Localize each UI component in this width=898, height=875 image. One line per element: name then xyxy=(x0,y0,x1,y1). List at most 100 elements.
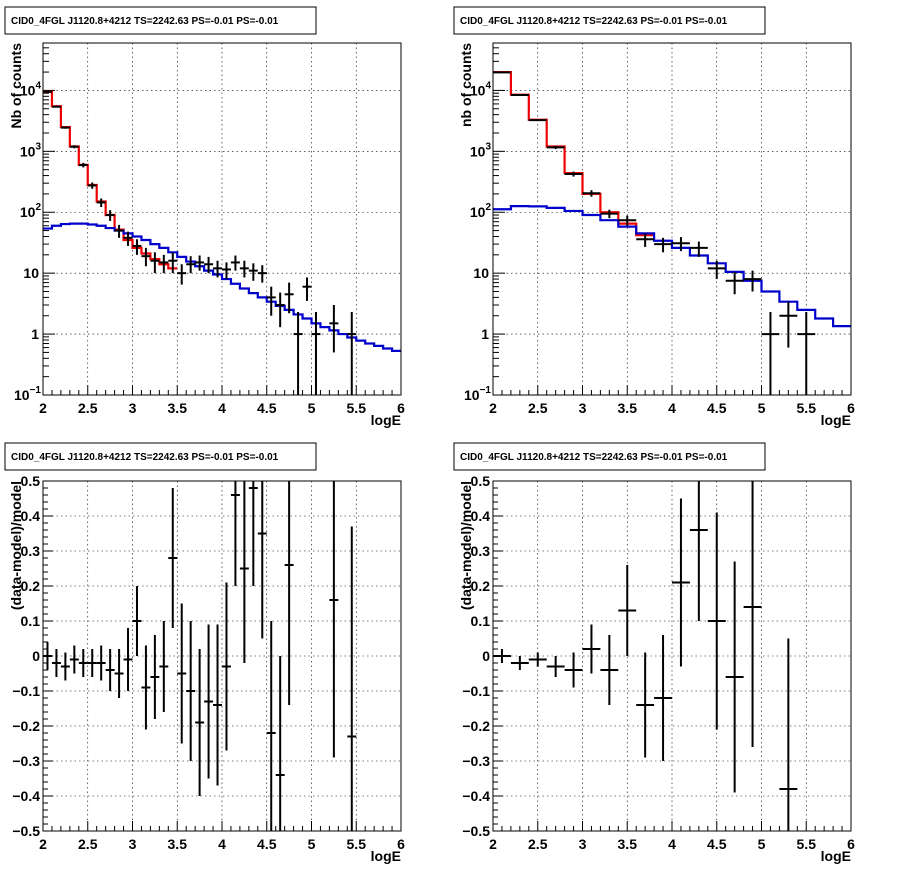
x-tick-label: 3 xyxy=(579,400,587,416)
y-tick-label: 102 xyxy=(470,202,492,220)
data-point xyxy=(707,512,726,730)
y-tick-label: 0 xyxy=(482,648,490,664)
plot-frame xyxy=(42,480,402,832)
x-tick-label: 3 xyxy=(129,836,137,852)
x-axis-title: logE xyxy=(821,412,851,428)
data-point xyxy=(248,263,258,281)
data-point xyxy=(78,162,88,168)
x-tick-label: 2.5 xyxy=(78,400,98,416)
chart-title: CID0_4FGL J1120.8+4212 TS=2242.63 PS=-0.… xyxy=(11,16,279,27)
data-point xyxy=(618,565,637,656)
y-tick-label: 10−1 xyxy=(14,385,41,403)
data-point xyxy=(60,652,70,681)
y-tick-label: 0.5 xyxy=(21,473,41,489)
y-tick-label: 0.4 xyxy=(471,508,491,524)
y-tick-label: 0.2 xyxy=(21,578,41,594)
data-point xyxy=(204,256,214,274)
x-tick-label: 2 xyxy=(489,836,497,852)
data-point xyxy=(275,656,285,831)
y-tick-label: 0.1 xyxy=(21,613,41,629)
data-point xyxy=(132,239,142,255)
data-point xyxy=(69,645,79,674)
x-tick-label: 3.5 xyxy=(618,400,638,416)
data-point xyxy=(195,649,205,796)
data-point xyxy=(546,145,565,150)
y-tick-label: 1 xyxy=(31,326,39,342)
data-point xyxy=(761,312,780,395)
y-axis-title: (data-model)/model xyxy=(8,481,24,610)
data-point xyxy=(114,224,124,238)
y-tick-label: −0.1 xyxy=(12,683,40,699)
data-point xyxy=(347,526,357,831)
data-point xyxy=(43,642,52,670)
title-box xyxy=(453,442,766,471)
data-point xyxy=(213,260,222,278)
x-tick-label: 4.5 xyxy=(257,400,277,416)
data-point xyxy=(510,656,529,670)
y-tick-label: 103 xyxy=(20,141,42,159)
data-point xyxy=(707,260,726,280)
x-axis-title: logE xyxy=(371,848,401,864)
y-tick-labels: 10−1 1 10 102 103 104 xyxy=(464,80,491,403)
x-tick-label: 3 xyxy=(579,836,587,852)
data-point xyxy=(689,481,708,621)
data-point xyxy=(43,90,52,93)
data-point xyxy=(96,198,106,207)
x-tick-labels: 2 2.5 3 3.5 4 4.5 5 5.5 6 xyxy=(39,400,405,416)
data-point xyxy=(186,621,196,761)
y-tick-label: −0.4 xyxy=(12,788,40,804)
data-point xyxy=(248,481,258,586)
data-point xyxy=(239,260,249,278)
data-point xyxy=(87,182,97,189)
x-tick-label: 6 xyxy=(847,400,855,416)
data-point xyxy=(105,649,115,691)
x-tick-label: 3.5 xyxy=(168,400,188,416)
data-point xyxy=(725,271,744,295)
data-point xyxy=(204,624,214,779)
series-residuals xyxy=(43,481,357,831)
x-tick-labels: 2 2.5 3 3.5 4 4.5 5 5.5 6 xyxy=(489,836,855,852)
data-point xyxy=(168,252,178,274)
data-point xyxy=(78,649,88,677)
y-tick-label: 102 xyxy=(20,202,42,220)
series-background-model xyxy=(43,222,401,352)
y-tick-label: 0.2 xyxy=(471,578,491,594)
y-tick-label: −0.5 xyxy=(12,823,40,839)
x-tick-label: 2.5 xyxy=(528,400,548,416)
y-tick-label: −0.4 xyxy=(462,788,490,804)
x-tick-label: 5 xyxy=(758,400,766,416)
data-point xyxy=(284,481,294,705)
y-tick-label: −0.1 xyxy=(462,683,490,699)
grid-lines xyxy=(43,481,401,831)
data-point xyxy=(213,624,222,786)
y-tick-label: 0.1 xyxy=(471,613,491,629)
data-point xyxy=(600,635,619,705)
x-tick-label: 5 xyxy=(308,836,316,852)
data-point xyxy=(564,171,583,177)
y-tick-label: 0.4 xyxy=(21,508,41,524)
data-point xyxy=(123,231,133,246)
data-point xyxy=(51,649,61,677)
data-point xyxy=(51,105,61,108)
x-tick-label: 2 xyxy=(39,836,47,852)
data-point xyxy=(222,262,231,280)
data-point xyxy=(582,624,601,674)
y-axis-title: nb of counts xyxy=(458,43,474,127)
x-tick-label: 3.5 xyxy=(168,836,188,852)
x-tick-label: 6 xyxy=(397,400,405,416)
chart-panel-2: 2 2.5 3 3.5 4 4.5 5 5.5 6 10−1 1 10 102 103 104 logE nb … xyxy=(453,6,855,428)
x-tick-label: 2 xyxy=(489,400,497,416)
data-point xyxy=(114,649,124,698)
y-tick-labels: 10−1 1 10 102 103 104 xyxy=(14,80,41,403)
y-tick-label: 0 xyxy=(32,648,40,664)
data-point xyxy=(230,255,240,271)
data-point xyxy=(150,635,160,719)
x-tick-label: 5.5 xyxy=(347,836,367,852)
data-point xyxy=(493,649,511,663)
data-point xyxy=(636,233,655,247)
chart-title: CID0_4FGL J1120.8+4212 TS=2242.63 PS=-0.… xyxy=(460,452,728,463)
data-point xyxy=(123,628,133,691)
data-point xyxy=(546,656,565,677)
chart-title: CID0_4FGL J1120.8+4212 TS=2242.63 PS=-0.… xyxy=(460,16,728,27)
x-tick-labels: 2 2.5 3 3.5 4 4.5 5 5.5 6 xyxy=(489,400,855,416)
